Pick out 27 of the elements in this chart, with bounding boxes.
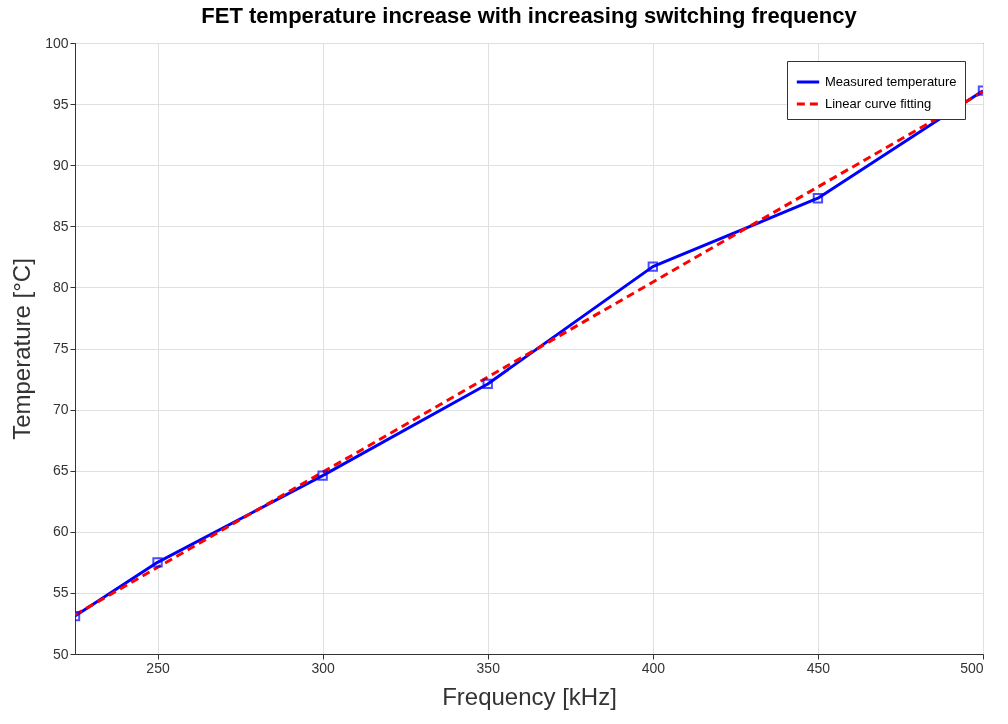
y-tick-label: 80 xyxy=(52,278,69,295)
point xyxy=(317,470,328,481)
x-tick-label: 400 xyxy=(641,659,666,676)
y-tick-label: 50 xyxy=(52,645,69,662)
y-tick-label: 100 xyxy=(45,34,69,51)
y-tick-label: 65 xyxy=(52,462,69,479)
x-tick-label: 450 xyxy=(806,659,831,676)
y-tick-label: 60 xyxy=(52,523,69,540)
chart-title: FET temperature increase with increasing switching frequency xyxy=(201,3,858,28)
legend-label: Linear curve fitting xyxy=(825,96,932,111)
y-tick-label: 95 xyxy=(52,95,69,112)
y-tick-label: 55 xyxy=(52,584,69,601)
x-tick-label: 350 xyxy=(476,659,501,676)
y-tick-label: 70 xyxy=(52,401,69,418)
point xyxy=(482,378,493,390)
y-tick-label: 85 xyxy=(52,217,69,234)
y-tick-label: 90 xyxy=(52,156,69,173)
point xyxy=(812,193,824,204)
x-tick-label: 300 xyxy=(311,659,336,676)
point xyxy=(152,557,163,568)
x-tick-label: 500 xyxy=(960,659,984,676)
y-tick-label: 75 xyxy=(52,340,69,356)
legend-label: Measured temperature xyxy=(825,74,957,89)
x-tick-label: 250 xyxy=(146,659,170,676)
y-axis-title: Temperature [°C] xyxy=(8,258,36,440)
point xyxy=(647,261,658,272)
x-axis-title: Frequency [kHz] xyxy=(442,682,617,710)
